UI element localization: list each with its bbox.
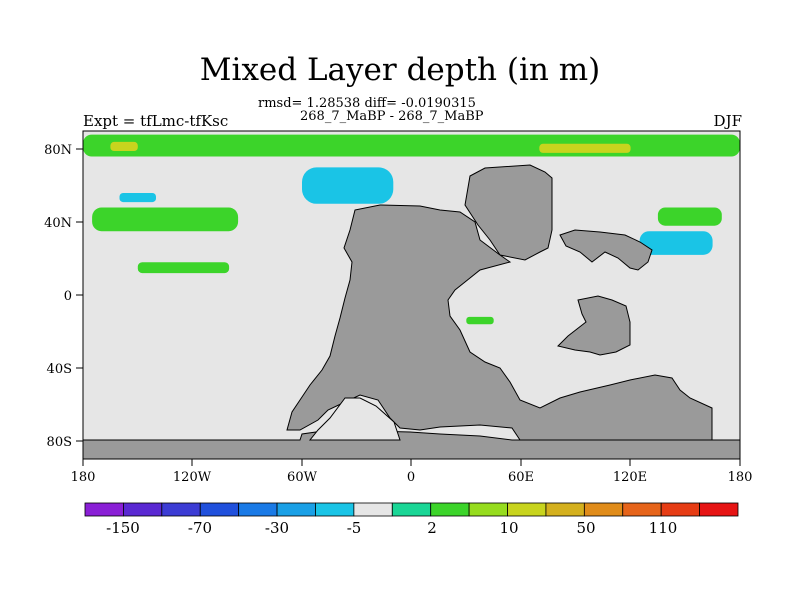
anomaly-region (119, 193, 156, 203)
anomaly-region (92, 207, 239, 232)
colorbar-label: 50 (576, 519, 595, 537)
colorbar-box (507, 502, 547, 517)
colorbar-box (161, 502, 201, 517)
colorbar-label: -70 (188, 519, 212, 537)
colorbar-box (123, 502, 163, 517)
land-island-south (308, 397, 401, 441)
x-tick-label: 120E (613, 470, 647, 485)
land-north-america (464, 164, 553, 261)
land-southeast-island (557, 295, 631, 356)
experiment-label: Expt = tfLmc-tfKsc (83, 112, 229, 130)
stats-line: rmsd= 1.28538 diff= -0.0190315 (258, 96, 476, 111)
x-tick-labels: 180 120W 60W 0 60E 120E 180 (71, 470, 753, 485)
anomaly-region (302, 167, 394, 204)
colorbar-label: 2 (427, 519, 437, 537)
colorbar-box (353, 502, 393, 517)
y-tick-label: 80S (47, 435, 72, 450)
land-masses (82, 164, 741, 460)
colorbar-box (276, 502, 316, 517)
anomaly-region (110, 141, 138, 151)
anomaly-region (657, 207, 722, 226)
colorbar-box (391, 502, 432, 517)
colorbar-box (199, 502, 240, 517)
y-tick-label: 40S (47, 362, 72, 377)
anomaly-region (639, 231, 713, 255)
colorbar-box (315, 502, 355, 517)
x-tick-label: 180 (71, 470, 96, 485)
anomaly-region (539, 143, 631, 153)
anomaly-region (466, 316, 494, 325)
colorbar-box (84, 502, 124, 517)
x-tick-label: 0 (407, 470, 415, 485)
anomaly-region (137, 262, 230, 274)
land-greenland (559, 229, 653, 271)
x-tick-label: 60E (508, 470, 534, 485)
colorbar-box (468, 502, 508, 517)
colorbar-label: -150 (106, 519, 140, 537)
colorbar-label: 10 (499, 519, 518, 537)
anomaly-region (83, 134, 740, 157)
x-tick-label: 120W (173, 470, 212, 485)
colorbar-box (699, 502, 739, 517)
x-tick-label: 180 (728, 470, 753, 485)
season-label: DJF (713, 112, 742, 130)
axis-ticks (76, 148, 741, 466)
colorbar-box (660, 502, 700, 517)
colorbar-labels: -150 -70 -30 -5 2 10 50 110 (106, 519, 677, 537)
x-tick-label: 60W (287, 470, 318, 485)
y-tick-label: 80N (44, 143, 72, 158)
y-tick-label: 0 (64, 289, 72, 304)
colorbar-label: 110 (649, 519, 678, 537)
colorbar-box (583, 502, 624, 517)
colorbar (84, 502, 739, 517)
colorbar-box (545, 502, 585, 517)
y-tick-label: 40N (44, 216, 72, 231)
colorbar-label: -5 (347, 519, 362, 537)
land-south-america-africa (286, 204, 713, 441)
experiment-names: 268_7_MaBP - 268_7_MaBP (300, 109, 484, 124)
colorbar-box (238, 502, 278, 517)
y-tick-labels: 80N 40N 0 40S 80S (44, 143, 72, 450)
colorbar-box (622, 502, 662, 517)
colorbar-label: -30 (265, 519, 289, 537)
colorbar-box (430, 502, 470, 517)
chart-title: Mixed Layer depth (in m) (199, 52, 601, 88)
